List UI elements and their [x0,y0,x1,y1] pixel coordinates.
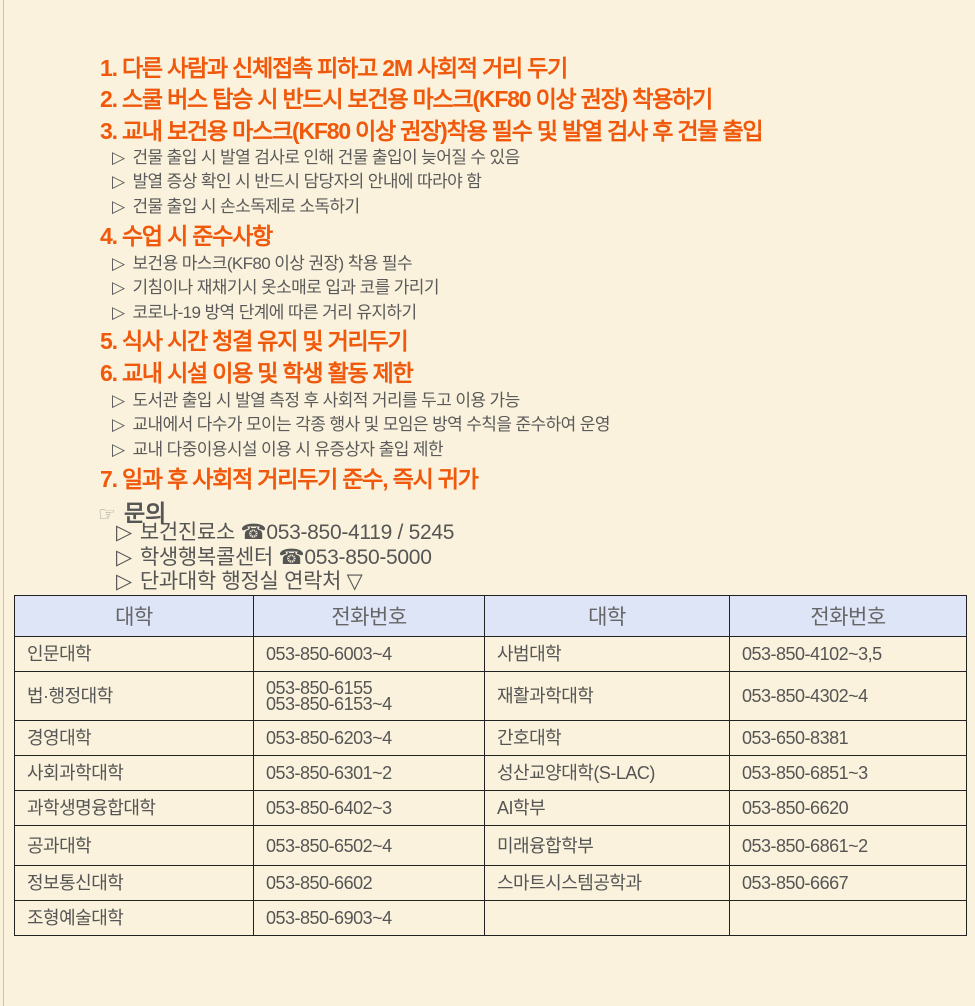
triangle-bullet-icon: ▷ [116,521,132,544]
college-name-cell: 공과대학 [14,825,254,866]
contact-line: ▷ 학생행복콜센터 ☎053-850-5000 [116,546,432,570]
college-contact-table: 대학 전화번호 대학 전화번호 인문대학 053-850-6003~4 사범대학 05… [14,595,967,936]
rule-item: ▷ 기침이나 재채기시 옷소매로 입과 코를 가리기 [112,277,439,299]
triangle-bullet-icon: ▷ [112,278,125,297]
phone-cell: 053-850-6402~3 [253,790,485,826]
phone-cell: 053-850-6602 [253,865,485,901]
rule-item-text: 발열 증상 확인 시 반드시 담당자의 안내에 따라야 함 [132,172,482,191]
contact-text: 단과대학 행정실 연락처 ▽ [139,570,363,593]
rule-heading: 6. 교내 시설 이용 및 학생 활동 제한 [100,360,414,386]
contact-line: ▷ 단과대학 행정실 연락처 ▽ [116,570,363,594]
pointing-hand-icon: ☞ [98,504,116,526]
header-phone: 전화번호 [729,595,967,637]
rule-item-text: 건물 출입 시 발열 검사로 인해 건물 출입이 늦어질 수 있음 [132,148,520,167]
table-row: 조형예술대학 053-850-6903~4 [14,900,967,936]
rule-item: ▷ 보건용 마스크(KF80 이상 권장) 착용 필수 [112,253,413,275]
college-name-cell: 정보통신대학 [14,865,254,901]
left-border [3,0,4,1006]
rule-heading: 1. 다른 사람과 신체접촉 피하고 2M 사회적 거리 두기 [100,55,568,81]
rule-item: ▷ 도서관 출입 시 발열 측정 후 사회적 거리를 두고 이용 가능 [112,390,520,412]
phone-cell: 053-850-6155 053-850-6153~4 [253,671,485,721]
phone-cell: 053-850-6003~4 [253,636,485,672]
rule-item: ▷ 교내 다중이용시설 이용 시 유증상자 출입 제한 [112,439,444,461]
phone-cell: 053-850-6667 [729,865,967,901]
contact-text: 학생행복콜센터 ☎053-850-5000 [139,546,432,569]
college-name-cell: 인문대학 [14,636,254,672]
phone-cell: 053-850-6861~2 [729,825,967,866]
contact-line: ▷ 보건진료소 ☎053-850-4119 / 5245 [116,521,454,545]
header-phone: 전화번호 [253,595,485,637]
rule-item-text: 코로나-19 방역 단계에 따른 거리 유지하기 [132,303,417,322]
triangle-bullet-icon: ▷ [112,415,125,434]
phone-cell: 053-850-4102~3,5 [729,636,967,672]
triangle-bullet-icon: ▷ [116,546,132,569]
table-row: 과학생명융합대학 053-850-6402~3 AI학부 053-850-6620 [14,790,967,826]
rule-item: ▷ 코로나-19 방역 단계에 따른 거리 유지하기 [112,302,417,324]
college-name-cell: 간호대학 [484,720,730,756]
college-name-cell: 성산교양대학(S-LAC) [484,755,730,791]
triangle-bullet-icon: ▷ [116,570,132,593]
rule-item: ▷ 교내에서 다수가 모이는 각종 행사 및 모임은 방역 수칙을 준수하여 운영 [112,414,610,436]
triangle-bullet-icon: ▷ [112,197,125,216]
phone-cell: 053-850-6620 [729,790,967,826]
phone-cell: 053-850-6903~4 [253,900,485,936]
rule-heading: 5. 식사 시간 청결 유지 및 거리두기 [100,328,409,354]
header-college: 대학 [484,595,730,637]
college-name-cell: 사회과학대학 [14,755,254,791]
college-name-cell: 조형예술대학 [14,900,254,936]
rule-heading: 2. 스쿨 버스 탑승 시 반드시 보건용 마스크(KF80 이상 권장) 착용… [100,86,713,112]
rule-item-text: 도서관 출입 시 발열 측정 후 사회적 거리를 두고 이용 가능 [132,391,520,410]
rule-item-text: 건물 출입 시 손소독제로 소독하기 [132,197,360,216]
college-name-cell: 스마트시스템공학과 [484,865,730,901]
phone-cell [729,900,967,936]
triangle-bullet-icon: ▷ [112,148,125,167]
phone-cell: 053-850-6502~4 [253,825,485,866]
table-row: 법·행정대학 053-850-6155 053-850-6153~4 재활과학대학 0… [14,671,967,721]
triangle-bullet-icon: ▷ [112,303,125,322]
rule-heading: 7. 일과 후 사회적 거리두기 준수, 즉시 귀가 [100,466,479,492]
rule-item-text: 보건용 마스크(KF80 이상 권장) 착용 필수 [132,254,413,273]
phone-cell: 053-650-8381 [729,720,967,756]
phone-cell: 053-850-6851~3 [729,755,967,791]
phone-cell: 053-850-6301~2 [253,755,485,791]
college-name-cell: 법·행정대학 [14,671,254,721]
rule-item-text: 기침이나 재채기시 옷소매로 입과 코를 가리기 [132,278,439,297]
college-name-cell: 사범대학 [484,636,730,672]
table-row: 정보통신대학 053-850-6602 스마트시스템공학과 053-850-6667 [14,865,967,901]
table-header-row: 대학 전화번호 대학 전화번호 [14,595,967,637]
rule-item: ▷ 발열 증상 확인 시 반드시 담당자의 안내에 따라야 함 [112,171,482,193]
college-name-cell [484,900,730,936]
phone-cell: 053-850-6203~4 [253,720,485,756]
college-name-cell: AI학부 [484,790,730,826]
header-college: 대학 [14,595,254,637]
college-name-cell: 재활과학대학 [484,671,730,721]
table-row: 공과대학 053-850-6502~4 미래융합학부 053-850-6861~2 [14,825,967,866]
rule-heading: 3. 교내 보건용 마스크(KF80 이상 권장)착용 필수 및 발열 검사 후… [100,118,764,144]
inquiry-label: 문의 [123,500,167,526]
phone-cell: 053-850-4302~4 [729,671,967,721]
table-row: 사회과학대학 053-850-6301~2 성산교양대학(S-LAC) 053-850… [14,755,967,791]
table-row: 인문대학 053-850-6003~4 사범대학 053-850-4102~3,5 [14,636,967,672]
triangle-bullet-icon: ▷ [112,172,125,191]
college-name-cell: 미래융합학부 [484,825,730,866]
rule-item: ▷ 건물 출입 시 손소독제로 소독하기 [112,196,360,218]
triangle-bullet-icon: ▷ [112,440,125,459]
rule-item-text: 교내 다중이용시설 이용 시 유증상자 출입 제한 [132,440,443,459]
triangle-bullet-icon: ▷ [112,391,125,410]
rule-item-text: 교내에서 다수가 모이는 각종 행사 및 모임은 방역 수칙을 준수하여 운영 [132,415,610,434]
rule-item: ▷ 건물 출입 시 발열 검사로 인해 건물 출입이 늦어질 수 있음 [112,147,520,169]
college-name-cell: 경영대학 [14,720,254,756]
contact-text: 보건진료소 ☎053-850-4119 / 5245 [139,521,455,544]
inquiry-title: ☞ 문의 [98,494,166,528]
triangle-bullet-icon: ▷ [112,254,125,273]
college-name-cell: 과학생명융합대학 [14,790,254,826]
table-row: 경영대학 053-850-6203~4 간호대학 053-650-8381 [14,720,967,756]
rule-heading: 4. 수업 시 준수사항 [100,223,273,249]
